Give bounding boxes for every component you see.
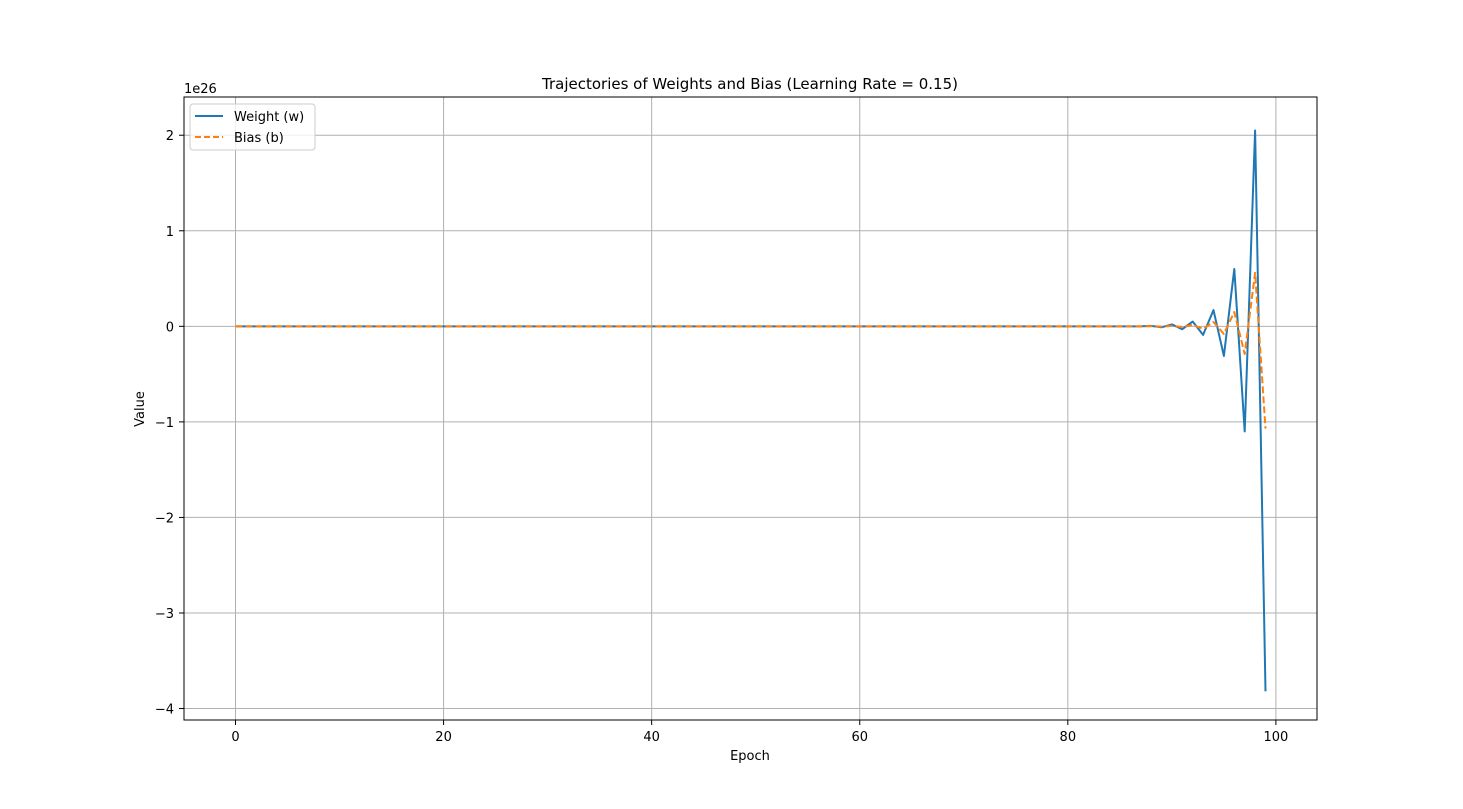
y-tick-label: 0 [166,320,174,335]
y-tick-label: −3 [155,607,174,622]
x-tick-label: 20 [435,730,452,745]
y-tick-label: −2 [155,511,174,526]
series-line-weight [235,129,1267,692]
legend-label-weight: Weight (w) [234,110,304,125]
legend-label-bias: Bias (b) [234,131,284,146]
y-tick-label: 2 [166,129,174,144]
series-group [235,129,1267,692]
series-line-bias [235,271,1267,429]
grid [184,97,1317,720]
y-tick-label: −1 [155,416,174,431]
x-axis-label: Epoch [730,749,770,764]
y-axis: −4 −3 −2 −1 0 1 2 [155,129,184,718]
y-tick-label: −4 [155,703,174,718]
x-tick-label: 80 [1060,730,1077,745]
x-tick-label: 0 [231,730,239,745]
x-tick-label: 40 [643,730,660,745]
chart-title: Trajectories of Weights and Bias (Learni… [541,75,958,93]
y-axis-offset-label: 1e26 [184,82,217,97]
x-tick-label: 100 [1263,730,1288,745]
x-tick-label: 60 [851,730,868,745]
y-tick-label: 1 [166,225,174,240]
x-axis: 0 20 40 60 80 100 [231,720,1288,745]
legend: Weight (w) Bias (b) [189,103,316,151]
y-axis-label: Value [133,391,148,427]
plot-frame [183,96,1318,721]
